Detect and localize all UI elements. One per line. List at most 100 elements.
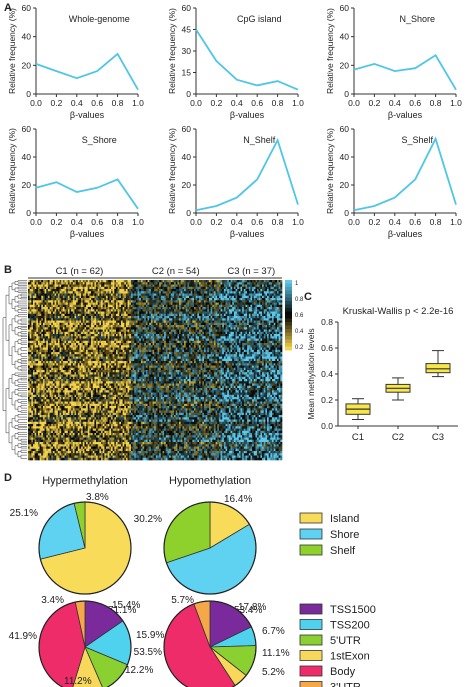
heat-cell [29, 397, 32, 400]
heat-cell [57, 318, 60, 321]
heat-cell [72, 352, 75, 355]
heat-cell [69, 383, 72, 387]
heat-cell [59, 455, 62, 459]
heat-cell [97, 320, 100, 324]
heat-cell [44, 421, 47, 425]
heat-cell [102, 399, 105, 402]
heat-cell [39, 365, 42, 369]
heat-cell [44, 325, 47, 328]
heat-cell [77, 311, 80, 315]
heat-cell [82, 291, 85, 294]
heat-cell [114, 334, 117, 337]
heat-cell [28, 334, 30, 337]
heat-cell [74, 338, 77, 342]
heat-cell [102, 401, 105, 405]
heat-cell [47, 343, 50, 346]
heat-cell [82, 408, 85, 411]
heat-cell [49, 352, 52, 355]
heat-cell [56, 280, 59, 283]
heat-cell [92, 358, 95, 362]
heat-cell [59, 385, 62, 389]
heat-cell [107, 367, 110, 371]
heat-cell [32, 419, 35, 423]
heat-cell [46, 340, 49, 344]
heat-cell [64, 448, 67, 452]
heat-cell [36, 313, 39, 317]
heat-cell [61, 291, 64, 294]
heat-cell [44, 300, 47, 303]
heat-cell [107, 282, 110, 285]
heat-cell [101, 442, 104, 445]
heat-cell [106, 284, 108, 288]
heat-cell [42, 455, 45, 459]
heat-cell [107, 392, 110, 396]
heat-cell [51, 444, 54, 447]
heat-cell [89, 415, 92, 418]
heat-cell [34, 442, 37, 445]
heat-cell [42, 370, 45, 373]
heat-cell [86, 356, 89, 360]
heat-cell [51, 298, 54, 301]
heat-cell [31, 408, 34, 411]
heat-cell [101, 289, 104, 292]
heat-cell [99, 397, 102, 400]
heat-cell [79, 354, 82, 357]
heat-cell [56, 406, 59, 409]
heat-cell [34, 385, 37, 389]
heat-cell [107, 428, 110, 432]
heat-cell [32, 309, 35, 312]
heat-cell [77, 318, 80, 321]
heat-cell [66, 349, 69, 353]
heat-cell [74, 442, 77, 445]
heat-cell [64, 325, 67, 328]
heat-cell [77, 394, 80, 398]
heat-cell [28, 419, 30, 423]
heat-cell [51, 361, 54, 364]
heat-cell [79, 390, 82, 393]
heat-cell [115, 397, 118, 400]
heat-cell [39, 302, 42, 306]
heat-cell [28, 415, 30, 418]
heat-cell [107, 433, 110, 436]
heat-cell [81, 442, 84, 445]
heat-cell [112, 435, 115, 438]
heat-cell [39, 428, 42, 432]
heat-cell [87, 439, 90, 443]
heat-cell [31, 379, 34, 382]
heat-cell [109, 327, 112, 330]
heat-cell [34, 318, 37, 321]
heat-cell [96, 444, 99, 447]
heat-cell [28, 336, 30, 339]
heat-cell [64, 417, 67, 420]
heat-cell [107, 381, 110, 384]
heat-cell [64, 394, 67, 398]
heat-cell [81, 280, 84, 283]
heat-cell [61, 295, 64, 299]
heat-cell [57, 381, 60, 384]
heat-cell [97, 329, 100, 333]
heat-cell [57, 444, 60, 447]
heat-cell [77, 325, 80, 328]
heat-cell [107, 345, 110, 348]
heat-cell [36, 352, 39, 355]
heat-cell [61, 408, 64, 411]
heat-cell [54, 442, 57, 445]
heat-cell [79, 372, 82, 375]
heat-cell [112, 354, 115, 357]
heat-cell [62, 388, 65, 391]
heat-cell [101, 376, 104, 380]
heat-cell [41, 322, 44, 326]
heat-cell [61, 300, 64, 303]
heat-cell [117, 327, 120, 330]
heat-cell [71, 388, 74, 391]
heat-cell [79, 457, 82, 461]
heat-cell [106, 451, 108, 454]
heat-cell [117, 358, 120, 362]
heat-cell [64, 383, 67, 387]
heat-cell [64, 331, 67, 335]
heat-cell [111, 311, 113, 315]
heat-cell [71, 415, 74, 418]
heat-cell [111, 383, 113, 387]
heat-cell [74, 289, 77, 292]
heat-cell [47, 446, 50, 450]
